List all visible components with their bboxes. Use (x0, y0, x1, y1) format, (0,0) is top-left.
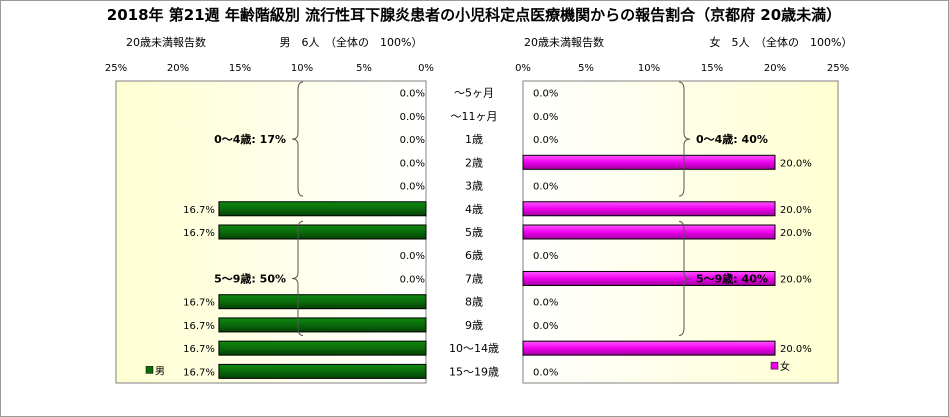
right-value-label: 20.0% (780, 158, 812, 169)
left-tick-label: 5% (356, 63, 372, 74)
left-group-brace (291, 220, 304, 337)
right-group-brace (678, 81, 691, 197)
left-subtitle-count-label: 20歳未満報告数 (126, 36, 206, 49)
right-value-label: 20.0% (780, 344, 812, 355)
left-bar (218, 294, 427, 310)
right-tick-label: 10% (638, 63, 660, 74)
category-label: ～11ヶ月 (451, 110, 498, 123)
chart-title: 2018年 第21週 年齢階級別 流行性耳下腺炎患者の小児科定点医療機関からの報… (107, 6, 841, 24)
left-group-label: 5～9歳: 50% (214, 271, 286, 285)
right-group-label: 5～9歳: 40% (696, 271, 768, 285)
left-bar (218, 340, 427, 356)
category-label: 1歳 (465, 133, 483, 146)
left-group-brace (291, 81, 304, 197)
right-value-label: 20.0% (780, 228, 812, 239)
right-legend-swatch (770, 361, 779, 370)
left-group-label: 0～4歳: 17% (214, 132, 286, 146)
right-tick-label: 0% (515, 63, 531, 74)
left-value-label: 16.7% (183, 205, 215, 216)
left-bar (218, 363, 427, 379)
right-value-label: 20.0% (780, 205, 812, 216)
right-bar (522, 340, 776, 356)
left-tick-label: 10% (291, 63, 313, 74)
category-label: 4歳 (465, 203, 483, 216)
left-bar (218, 201, 427, 217)
category-label: 8歳 (465, 296, 483, 309)
left-value-label: 0.0% (400, 89, 425, 100)
left-tick-label: 20% (167, 63, 189, 74)
left-value-label: 0.0% (400, 158, 425, 169)
category-label: ～5ヶ月 (454, 87, 494, 100)
left-legend-swatch (145, 366, 154, 374)
category-label: 15～19歳 (449, 365, 499, 378)
right-value-label: 0.0% (533, 135, 558, 146)
left-bar (218, 224, 427, 240)
category-label: 2歳 (465, 156, 483, 169)
left-value-label: 0.0% (400, 251, 425, 262)
right-value-label: 0.0% (533, 367, 558, 378)
right-value-label: 0.0% (533, 321, 558, 332)
left-value-label: 0.0% (400, 274, 425, 285)
right-value-label: 0.0% (533, 298, 558, 309)
right-bar (522, 224, 776, 240)
right-value-label: 20.0% (780, 274, 812, 285)
left-tick-label: 0% (418, 63, 434, 74)
right-subtitle-count-label: 20歳未満報告数 (524, 36, 604, 49)
left-value-label: 0.0% (400, 182, 425, 193)
left-tick-label: 25% (105, 63, 127, 74)
category-label: 5歳 (465, 226, 483, 239)
category-label: 9歳 (465, 319, 483, 332)
left-tick-label: 15% (229, 63, 251, 74)
right-value-label: 0.0% (533, 112, 558, 123)
category-label: 6歳 (465, 249, 483, 262)
right-bar (522, 201, 776, 217)
right-group-label: 0～4歳: 40% (696, 132, 768, 146)
left-value-label: 16.7% (183, 321, 215, 332)
right-legend-label: 女 (780, 360, 790, 373)
left-value-label: 16.7% (183, 344, 215, 355)
left-value-label: 16.7% (183, 298, 215, 309)
right-subtitle-total: 女 5人 （全体の 100%） (710, 35, 853, 49)
right-value-label: 0.0% (533, 182, 558, 193)
left-legend-label: 男 (155, 365, 165, 377)
right-group-brace (678, 220, 691, 337)
chart-layer: ～5ヶ月 ～11ヶ月 1歳 2歳 3歳 4歳 5歳 6歳 7歳 8歳 9歳 10～14歳 15～19歳 2… (105, 35, 853, 384)
left-value-label: 16.7% (183, 367, 215, 378)
right-value-label: 0.0% (533, 251, 558, 262)
left-subtitle-total: 男 6人 （全体の 100%） (280, 35, 423, 49)
left-value-label: 0.0% (400, 135, 425, 146)
right-tick-label: 25% (827, 63, 849, 74)
category-label: 3歳 (465, 180, 483, 193)
right-tick-label: 5% (578, 63, 594, 74)
category-label: 7歳 (465, 272, 483, 285)
right-bar (522, 270, 776, 286)
left-value-label: 16.7% (183, 228, 215, 239)
right-bar (522, 154, 776, 170)
left-value-label: 0.0% (400, 112, 425, 123)
right-tick-label: 15% (701, 63, 723, 74)
right-tick-label: 20% (764, 63, 786, 74)
right-value-label: 0.0% (533, 89, 558, 100)
category-label: 10～14歳 (449, 342, 499, 355)
left-bar (218, 317, 427, 333)
